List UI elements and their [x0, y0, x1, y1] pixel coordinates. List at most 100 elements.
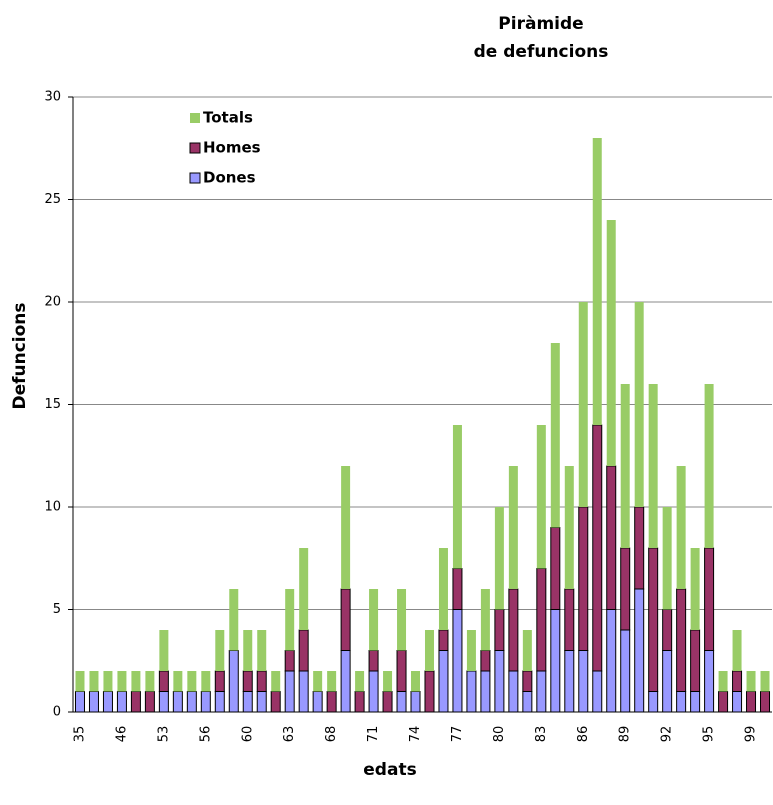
- bar-segment: [200, 691, 211, 713]
- chart-title: Piràmide: [498, 14, 583, 34]
- bar-segment: [102, 691, 113, 713]
- bar-segment: [313, 671, 323, 692]
- bar-segment: [592, 670, 603, 713]
- y-axis-label: Defuncions: [10, 302, 30, 409]
- bar-segment: [410, 691, 421, 713]
- bar-segment: [480, 650, 491, 672]
- bar-segment: [536, 568, 547, 672]
- bar-segment: [411, 671, 421, 692]
- bar-segment: [480, 589, 490, 651]
- bar-segment: [340, 650, 351, 713]
- bar-segment: [383, 671, 393, 692]
- bar-segment: [760, 691, 771, 713]
- bar-segment: [144, 691, 155, 713]
- bar-segment: [634, 588, 645, 713]
- y-tick-label: 10: [44, 500, 61, 515]
- bar-segment: [242, 691, 253, 713]
- bar-segment: [578, 650, 589, 713]
- bar-segment: [74, 691, 85, 713]
- bar-segment: [298, 629, 309, 672]
- bar-segment: [452, 568, 463, 610]
- legend-label: Homes: [203, 139, 261, 157]
- bar-segment: [75, 671, 85, 692]
- y-tick-label: 15: [44, 397, 61, 412]
- bar-segment: [690, 691, 701, 713]
- bar-segment: [704, 650, 715, 713]
- bar-segment: [172, 691, 183, 713]
- bar-segment: [270, 691, 281, 713]
- bar-segment: [466, 630, 476, 671]
- x-tick-label: 92: [660, 726, 675, 743]
- bar-segment: [298, 670, 309, 713]
- bar-segment: [550, 609, 561, 713]
- legend-swatch: [190, 113, 200, 123]
- bar-segment: [732, 691, 743, 713]
- bar-segment: [704, 547, 715, 651]
- bar-segment: [396, 691, 407, 713]
- bar-segment: [578, 506, 589, 651]
- bar-segment: [173, 671, 183, 692]
- bar-segment: [522, 630, 532, 671]
- bar-segment: [732, 630, 742, 671]
- x-tick-label: 80: [492, 726, 507, 743]
- x-tick-label: 46: [114, 726, 129, 743]
- bar-segment: [214, 670, 225, 692]
- bar-segment: [116, 691, 127, 713]
- x-tick-label: 83: [534, 726, 549, 743]
- bar-segment: [606, 465, 617, 610]
- bar-segment: [285, 589, 295, 651]
- bar-segment: [564, 588, 575, 651]
- bar-segment: [508, 670, 519, 713]
- bar-segment: [620, 547, 631, 631]
- bar-segment: [131, 671, 141, 692]
- bar-segment: [452, 609, 463, 713]
- bar-segment: [536, 425, 546, 569]
- x-tick-label: 89: [618, 726, 633, 743]
- bar-segment: [214, 691, 225, 713]
- bar-segment: [690, 548, 700, 630]
- bar-segment: [648, 691, 659, 713]
- bar-segment: [522, 691, 533, 713]
- bar-segment: [438, 650, 449, 713]
- x-tick-label: 77: [450, 726, 465, 743]
- bar-segment: [256, 691, 267, 713]
- bar-segment: [340, 588, 351, 651]
- bar-segment: [676, 691, 687, 713]
- bar-segment: [355, 671, 365, 692]
- bar-segment: [606, 609, 617, 713]
- bar-segment: [620, 629, 631, 713]
- bar-segment: [452, 425, 462, 569]
- bar-segment: [229, 589, 239, 651]
- bar-segment: [662, 609, 673, 651]
- bar-segment: [550, 343, 560, 528]
- bar-segment: [690, 629, 701, 692]
- bar-segment: [438, 629, 449, 651]
- bar-segment: [130, 691, 141, 713]
- bar-segment: [228, 650, 239, 713]
- bar-segment: [634, 302, 644, 507]
- bar-segment: [201, 671, 211, 692]
- y-tick-label: 0: [53, 705, 61, 720]
- bar-segment: [578, 302, 588, 507]
- bar-segment: [592, 424, 603, 672]
- legend-label: Totals: [203, 109, 253, 127]
- bar-segment: [564, 466, 574, 589]
- bar-segment: [550, 527, 561, 610]
- bar-segment: [158, 670, 169, 692]
- bar-segment: [242, 670, 253, 692]
- bar-segment: [117, 671, 127, 692]
- bar-segment: [536, 670, 547, 713]
- bar-segment: [271, 671, 281, 692]
- bar-segment: [746, 671, 756, 692]
- bar-segment: [760, 671, 770, 692]
- bar-segment: [676, 588, 687, 692]
- bar-segment: [424, 670, 435, 713]
- x-axis-label: edats: [363, 760, 416, 780]
- bar-segment: [187, 671, 197, 692]
- bar-segment: [284, 650, 295, 672]
- bar-segment: [382, 691, 393, 713]
- x-tick-label: 68: [324, 726, 339, 743]
- bar-segment: [354, 691, 365, 713]
- bar-segment: [312, 691, 323, 713]
- bar-segment: [494, 609, 505, 651]
